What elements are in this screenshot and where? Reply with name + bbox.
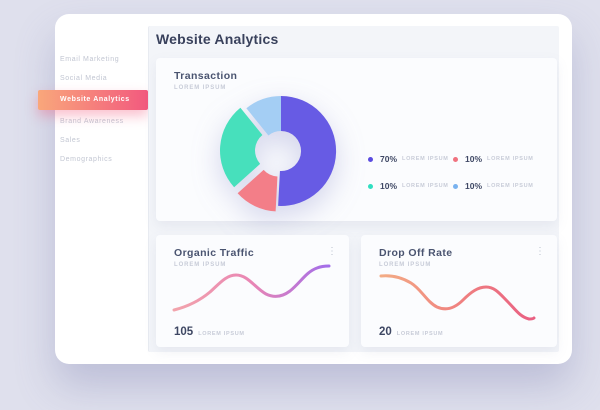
sidebar: Email Marketing Social Media Website Analy… (38, 14, 148, 364)
sidebar-item-demographics[interactable]: Demographics (60, 156, 113, 163)
donut-slice-1 (237, 169, 278, 212)
sidebar-item-social-media[interactable]: Social Media (60, 75, 108, 82)
transaction-card: Transaction LOREM IPSUM 70% LOREM IPSUM 10… (156, 58, 557, 221)
legend-label: LOREM IPSUM (402, 156, 449, 162)
organic-traffic-value-label: LOREM IPSUM (198, 331, 245, 337)
donut-chart (220, 95, 337, 212)
legend-label: LOREM IPSUM (487, 156, 534, 162)
legend-label: LOREM IPSUM (487, 183, 534, 189)
legend-dot-icon (453, 183, 458, 189)
organic-traffic-subtitle: LOREM IPSUM (174, 262, 227, 268)
transaction-card-subtitle: LOREM IPSUM (174, 85, 227, 91)
legend-percent: 10% (465, 154, 483, 164)
legend-percent: 70% (380, 154, 398, 164)
legend-label: LOREM IPSUM (402, 183, 449, 189)
transaction-card-title: Transaction (174, 70, 238, 82)
sidebar-item-sales[interactable]: Sales (60, 137, 81, 144)
sidebar-item-brand-awareness[interactable]: Brand Awareness (60, 118, 124, 125)
legend-item-3: 10% LOREM IPSUM (453, 177, 538, 195)
organic-traffic-line-chart (172, 264, 331, 312)
donut-legend: 70% LOREM IPSUM 10% LOREM IPSUM 10% LOREM IPS… (368, 150, 538, 195)
drop-off-rate-line-chart (379, 274, 536, 321)
drop-off-rate-card: Drop Off Rate LOREM IPSUM ⋮ 20 LOREM IPS… (361, 235, 557, 347)
organic-traffic-title: Organic Traffic (174, 247, 255, 259)
kebab-menu-icon[interactable]: ⋮ (535, 246, 545, 257)
kebab-menu-icon[interactable]: ⋮ (327, 246, 337, 257)
legend-item-2: 10% LOREM IPSUM (368, 177, 453, 195)
donut-slice-3 (246, 96, 281, 136)
organic-traffic-line (172, 264, 331, 312)
drop-off-rate-title: Drop Off Rate (379, 247, 453, 259)
app-card: Email Marketing Social Media Website Analy… (38, 14, 572, 364)
page-title: Website Analytics (156, 31, 279, 47)
legend-item-0: 70% LOREM IPSUM (368, 150, 453, 168)
legend-percent: 10% (380, 181, 398, 191)
drop-off-rate-subtitle: LOREM IPSUM (379, 262, 432, 268)
legend-percent: 10% (465, 181, 483, 191)
legend-dot-icon (453, 156, 458, 162)
legend-dot-icon (368, 183, 373, 189)
drop-off-rate-value: 20 (379, 326, 392, 338)
donut-slice-0 (278, 95, 337, 206)
organic-traffic-value: 105 (174, 326, 194, 338)
legend-dot-icon (368, 156, 373, 162)
drop-off-rate-value-row: 20 LOREM IPSUM (379, 326, 443, 338)
donut-slice-2 (220, 107, 263, 188)
sidebar-item-website-analytics[interactable]: Website Analytics (38, 90, 148, 110)
drop-off-rate-value-label: LOREM IPSUM (396, 331, 444, 337)
legend-item-1: 10% LOREM IPSUM (453, 150, 538, 168)
organic-traffic-card: Organic Traffic LOREM IPSUM ⋮ 105 LOREM … (156, 235, 349, 347)
organic-traffic-value-row: 105 LOREM IPSUM (174, 326, 245, 338)
drop-off-rate-line (379, 274, 536, 321)
main-panel: Website Analytics Transaction LOREM IPSU… (148, 26, 559, 352)
sidebar-item-email-marketing[interactable]: Email Marketing (60, 56, 120, 63)
